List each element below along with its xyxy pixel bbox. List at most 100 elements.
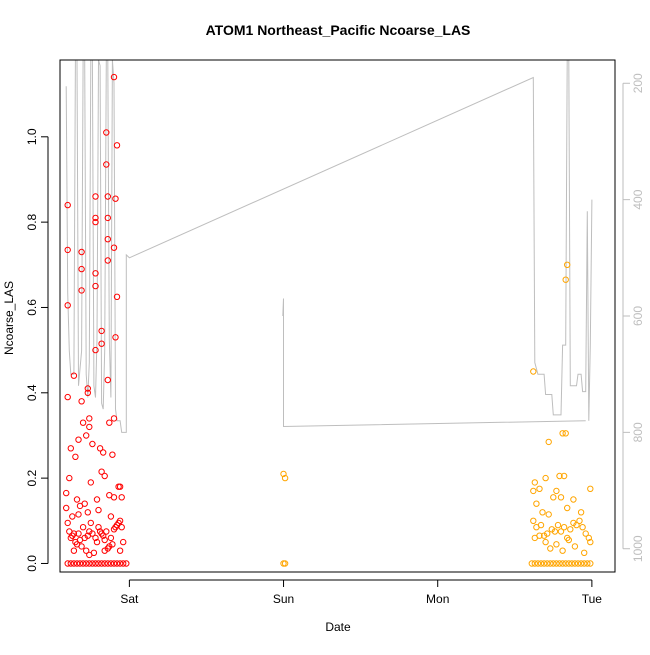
series-2-point bbox=[547, 545, 554, 552]
series-1-point bbox=[110, 415, 118, 422]
series-2-point bbox=[530, 517, 537, 524]
series-1-point bbox=[83, 432, 90, 439]
series-2-point bbox=[562, 276, 569, 283]
series-1-point bbox=[92, 534, 99, 542]
series-1-point bbox=[98, 340, 105, 347]
series-2-point bbox=[556, 472, 563, 480]
series-1-point bbox=[103, 528, 110, 535]
series-1-point bbox=[118, 524, 125, 531]
series-1-point bbox=[104, 214, 112, 222]
series-1-point bbox=[104, 193, 112, 200]
series-1-point bbox=[67, 445, 75, 452]
axes-layer: 0.0 0.2 0.4 0.6 0.8 1.0 Sat Sun Mon Tue 200 400 600 8… bbox=[25, 59, 645, 606]
series-1-point bbox=[79, 419, 87, 426]
series-2-point bbox=[553, 487, 560, 495]
series-1-point bbox=[75, 530, 82, 537]
x-tick-label: Sun bbox=[273, 592, 294, 606]
series-1-point bbox=[69, 513, 76, 520]
series-1-point bbox=[101, 472, 108, 480]
series-1-point bbox=[64, 519, 71, 527]
series-1-point bbox=[92, 214, 99, 222]
series-2-point bbox=[556, 560, 563, 567]
series-1-point bbox=[113, 560, 121, 567]
series-2-point bbox=[562, 560, 569, 567]
right-tick-label: 400 bbox=[631, 189, 645, 209]
series-1-point bbox=[95, 524, 102, 531]
series-1-point bbox=[116, 547, 124, 554]
series-1-point bbox=[92, 560, 99, 567]
series-2-point bbox=[587, 538, 594, 546]
series-2-point bbox=[574, 560, 582, 567]
series-1-point bbox=[110, 560, 118, 567]
series-1-point bbox=[110, 73, 118, 81]
series-1-point bbox=[78, 543, 85, 550]
series-1-point bbox=[104, 257, 112, 264]
series-2-point bbox=[542, 474, 549, 482]
series-1-point bbox=[118, 494, 125, 501]
series-2-point bbox=[540, 560, 548, 567]
series-1-point bbox=[100, 532, 107, 539]
series-2-point bbox=[534, 560, 542, 567]
series-line-1 bbox=[282, 298, 586, 428]
series-1-point bbox=[101, 536, 108, 544]
x-tick-label: Mon bbox=[426, 592, 449, 606]
series-1-point bbox=[83, 547, 90, 554]
series-1-point bbox=[87, 519, 95, 527]
series-2-point bbox=[562, 430, 569, 437]
series-1-point bbox=[106, 419, 113, 426]
y-tick-label: 1.0 bbox=[25, 128, 39, 145]
series-1-point bbox=[107, 513, 115, 520]
series-1-point bbox=[109, 451, 116, 458]
series-2-point bbox=[559, 430, 566, 437]
series-1-point bbox=[98, 468, 105, 475]
right-tick-label: 600 bbox=[631, 306, 645, 326]
series-1-point bbox=[120, 538, 127, 546]
series-2-point bbox=[544, 560, 551, 567]
x-tick-label: Sat bbox=[120, 592, 139, 606]
series-2-point bbox=[570, 496, 577, 503]
series-1-point bbox=[86, 551, 93, 559]
series-2-point bbox=[281, 474, 289, 482]
series-2-point bbox=[557, 494, 565, 501]
series-2-point bbox=[564, 261, 571, 268]
series-1-point bbox=[93, 496, 101, 503]
series-2-point bbox=[528, 560, 535, 567]
right-tick-label: 1000 bbox=[631, 535, 645, 562]
series-1-point bbox=[109, 541, 116, 548]
series-1-point bbox=[103, 129, 110, 136]
series-2-point bbox=[533, 500, 540, 507]
series-1-point bbox=[84, 509, 92, 516]
series-2-point bbox=[560, 472, 568, 480]
series-2-point bbox=[536, 532, 543, 539]
series-1-point bbox=[107, 534, 115, 542]
series-1-point bbox=[83, 560, 90, 567]
series-1-point bbox=[103, 161, 110, 168]
series-1-point bbox=[96, 445, 104, 452]
series-1-point bbox=[92, 193, 99, 200]
y-tick-label: 0.4 bbox=[25, 384, 39, 401]
series-1-point bbox=[78, 287, 85, 294]
series-2-point bbox=[577, 509, 585, 516]
series-2-point bbox=[568, 560, 575, 567]
series-1-point bbox=[116, 483, 124, 490]
y-tick-label: 0.0 bbox=[25, 555, 39, 572]
series-1-point bbox=[73, 560, 81, 567]
series-1-point bbox=[107, 560, 115, 567]
series-1-point bbox=[86, 423, 93, 431]
series-1-point bbox=[98, 327, 105, 335]
line-layer bbox=[65, 60, 593, 433]
series-1-point bbox=[86, 415, 93, 422]
series-2-point bbox=[547, 560, 554, 567]
series-1-point bbox=[92, 346, 99, 354]
series-1-point bbox=[64, 560, 71, 567]
series-2-point bbox=[550, 494, 557, 501]
series-1-point bbox=[89, 560, 96, 567]
series-2-point bbox=[565, 536, 572, 544]
series-1-point bbox=[62, 504, 70, 512]
series-2-point bbox=[545, 511, 552, 518]
series-2-point bbox=[557, 528, 565, 535]
right-tick-label: 200 bbox=[631, 73, 645, 93]
series-1-point bbox=[75, 511, 82, 518]
series-1-point bbox=[70, 547, 78, 554]
